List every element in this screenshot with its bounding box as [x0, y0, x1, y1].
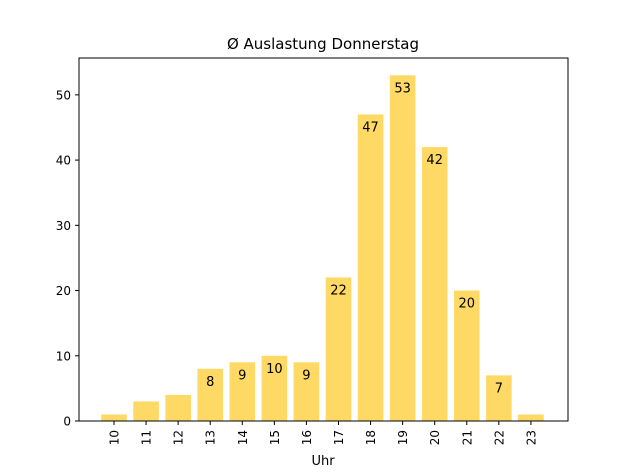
x-tick-label-18: 18 [364, 430, 378, 445]
x-tick-label-13: 13 [204, 430, 218, 445]
x-tick-label-10: 10 [108, 430, 122, 445]
data-label-16: 9 [302, 368, 310, 383]
chart-title: Ø Auslastung Donnerstag [227, 35, 419, 53]
bar-18 [357, 114, 384, 422]
x-tick-label-23: 23 [524, 430, 538, 445]
y-tick-label-10: 10 [56, 349, 71, 363]
data-label-18: 47 [362, 120, 379, 135]
bar-15 [261, 355, 288, 421]
data-labels-group: 8 9 10 9 22 47 53 42 20 7 [206, 81, 503, 396]
y-axis: 0 10 20 30 40 50 [56, 88, 79, 429]
data-label-14: 9 [238, 368, 246, 383]
data-label-22: 7 [495, 381, 503, 396]
bars-group [101, 75, 544, 422]
x-tick-label-16: 16 [300, 430, 314, 445]
data-label-21: 20 [458, 297, 475, 312]
y-tick-label-30: 30 [56, 219, 71, 233]
x-tick-label-14: 14 [236, 430, 250, 445]
bar-21 [453, 290, 480, 421]
bar-10 [101, 414, 127, 421]
x-tick-label-15: 15 [268, 430, 282, 445]
x-tick-label-11: 11 [140, 430, 154, 445]
bar-16 [293, 362, 320, 421]
data-label-17: 22 [330, 284, 347, 299]
bar-13 [197, 368, 224, 421]
data-label-20: 42 [426, 153, 443, 168]
plot-frame [78, 57, 569, 422]
bar-12 [165, 394, 191, 421]
y-tick-label-40: 40 [56, 154, 71, 168]
x-tick-label-20: 20 [428, 430, 442, 445]
bar-17 [325, 277, 352, 421]
data-label-15: 10 [266, 362, 283, 377]
x-tick-label-17: 17 [332, 430, 346, 445]
x-tick-label-12: 12 [172, 430, 186, 445]
bar-22 [486, 375, 512, 421]
bar-23 [518, 414, 544, 421]
data-label-19: 53 [394, 81, 411, 96]
x-tick-label-22: 22 [492, 430, 506, 445]
data-label-13: 8 [206, 375, 214, 390]
bar-11 [133, 401, 159, 421]
bar-14 [229, 362, 256, 421]
bar-19 [389, 75, 416, 421]
bar-20 [421, 147, 448, 422]
y-tick-label-0: 0 [63, 415, 71, 429]
x-tick-label-19: 19 [396, 430, 410, 445]
x-tick-label-21: 21 [460, 430, 474, 445]
y-tick-label-50: 50 [56, 88, 71, 102]
y-tick-label-20: 20 [56, 284, 71, 298]
x-axis-label: Uhr [311, 454, 335, 469]
x-axis: 10 11 12 13 14 15 16 17 18 19 20 21 22 23 [108, 421, 538, 445]
